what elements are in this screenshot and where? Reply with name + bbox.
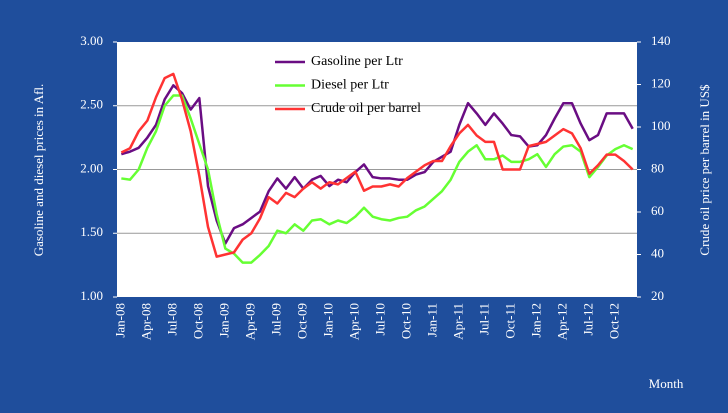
legend-label: Gasoline per Ltr: [311, 54, 403, 69]
x-tick-label: Apr-10: [346, 303, 361, 340]
y-axis-label: Gasoline and diesel prices in Afl.: [31, 84, 46, 257]
legend-label: Diesel per Ltr: [311, 78, 389, 93]
y-tick-label: 2.00: [80, 160, 103, 175]
x-tick-label: Jan-10: [320, 303, 335, 338]
x-tick-label: Apr-11: [450, 303, 465, 340]
x-tick-label: Jul-08: [164, 303, 179, 336]
x-tick-label: Jul-09: [268, 303, 283, 336]
y2-tick-label: 80: [651, 160, 664, 175]
y-tick-label: 3.00: [80, 33, 103, 48]
y2-tick-label: 100: [651, 118, 671, 133]
x-tick-label: Apr-12: [554, 303, 569, 340]
x-tick-label: Jul-10: [372, 303, 387, 336]
x-tick-label: Oct-12: [606, 303, 621, 339]
x-tick-label: Apr-09: [242, 303, 257, 340]
y2-tick-label: 20: [651, 288, 664, 303]
y2-tick-label: 60: [651, 203, 664, 218]
y-tick-label: 2.50: [80, 97, 103, 112]
x-tick-label: Jan-08: [112, 303, 127, 338]
x-tick-label: Oct-10: [398, 303, 413, 339]
x-tick-label: Jan-09: [216, 303, 231, 338]
x-tick-label: Oct-08: [190, 303, 205, 339]
x-tick-label: Jan-12: [528, 303, 543, 338]
y-tick-label: 1.00: [80, 288, 103, 303]
series-line: [121, 94, 634, 264]
legend-label: Crude oil per barrel: [311, 101, 421, 116]
x-tick-label: Jul-11: [476, 303, 491, 335]
series-line: [120, 72, 634, 258]
y2-tick-label: 140: [651, 33, 671, 48]
x-tick-label: Oct-09: [294, 303, 309, 339]
x-tick-label: Jul-12: [580, 303, 595, 336]
x-tick-label: Jan-11: [424, 303, 439, 337]
x-axis-label: Month: [649, 376, 684, 391]
y2-tick-label: 40: [651, 245, 664, 260]
x-tick-label: Oct-11: [502, 303, 517, 339]
series-line: [120, 84, 634, 245]
y-tick-label: 1.50: [80, 224, 103, 239]
y2-tick-label: 120: [651, 75, 671, 90]
y2-axis-label: Crude oil price per barrel in US$: [697, 84, 712, 256]
x-tick-label: Apr-08: [138, 303, 153, 340]
